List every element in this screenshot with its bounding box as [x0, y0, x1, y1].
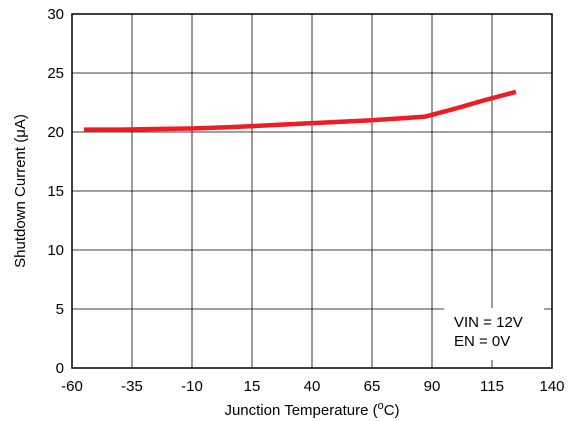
y-tick-label: 30 [47, 6, 64, 23]
annotation-box: VIN = 12V EN = 0V [444, 308, 544, 360]
annotation-en: EN = 0V [454, 333, 510, 350]
y-tick-label: 20 [47, 124, 64, 141]
shutdown-current-line [84, 89, 517, 132]
x-tick-label: 115 [480, 378, 504, 395]
y-tick-label: 10 [47, 242, 64, 259]
x-tick-label: 140 [539, 378, 564, 395]
x-tick-label: 15 [244, 378, 261, 395]
x-axis-title: Junction Temperature (oC) [224, 400, 399, 419]
plot-frame [71, 13, 553, 369]
y-axis-title: Shutdown Current (μA) [12, 114, 29, 268]
y-tick-label: 15 [47, 183, 64, 200]
x-axis-title-superscript: o [378, 400, 384, 412]
y-tick-label: 5 [56, 301, 64, 318]
x-tick-label: -35 [121, 378, 143, 395]
tick-labels: -60 -35 -10 15 40 65 90 115 140 0 5 10 15 20 25 30 [47, 6, 564, 395]
annotation-vin: VIN = 12V [454, 314, 523, 331]
y-tick-label: 25 [47, 65, 64, 82]
x-tick-label: 40 [304, 378, 321, 395]
series-layer [84, 89, 517, 132]
x-tick-label: 90 [424, 378, 441, 395]
annotation-background [444, 308, 544, 360]
grid [72, 14, 552, 368]
x-tick-label: 65 [364, 378, 381, 395]
x-tick-label: -60 [61, 378, 83, 395]
x-tick-label: -10 [181, 378, 203, 395]
y-tick-label: 0 [56, 360, 64, 377]
